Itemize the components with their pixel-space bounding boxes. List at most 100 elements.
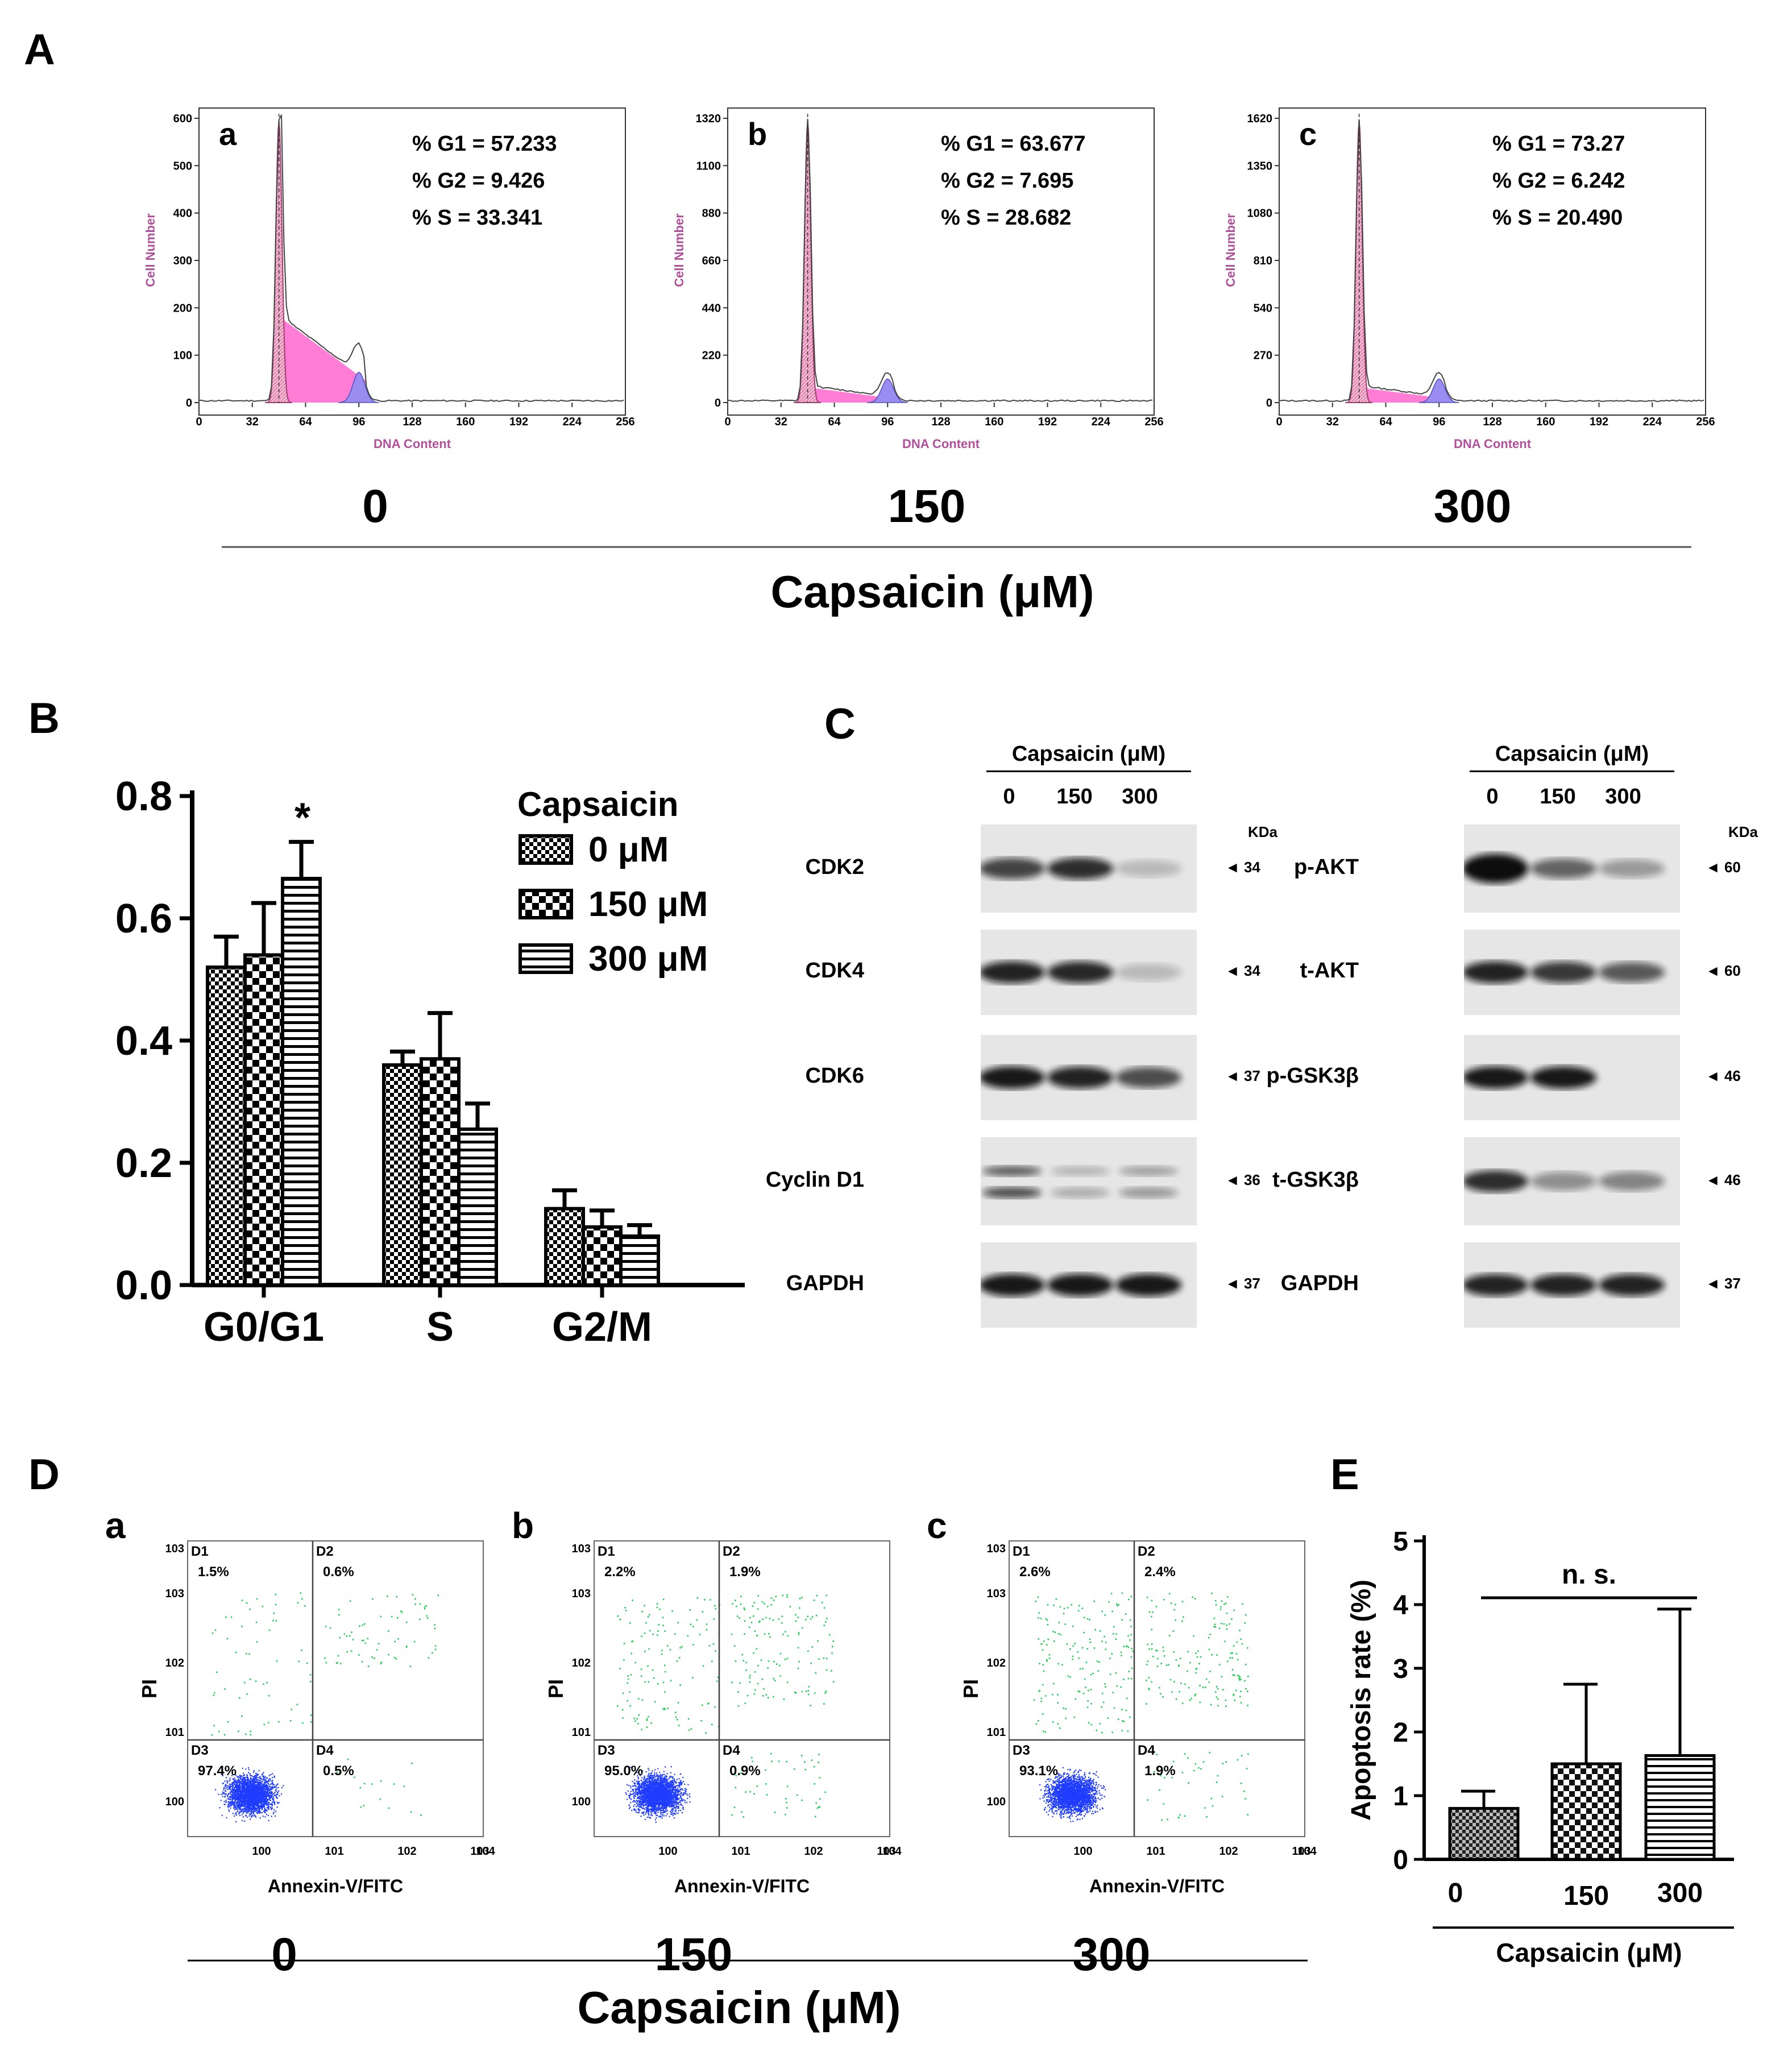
legend-entry: 300 μM (588, 939, 708, 979)
y-tick-label: 0 (1393, 1845, 1408, 1875)
s-phase-area (1359, 387, 1446, 403)
histogram-outline (198, 114, 624, 403)
y-tick-label: 1100 (696, 160, 721, 172)
x-tick-label: 102 (1219, 1845, 1238, 1858)
x-axis-label: Annexin-V/FITC (674, 1876, 810, 1896)
x-tick-label: 300 (1657, 1878, 1703, 1908)
g2-peak (338, 371, 379, 403)
y-tick-label: 101 (165, 1726, 184, 1739)
y-tick-label: 200 (173, 302, 192, 314)
panel-letter-b: B (28, 694, 60, 743)
y-tick-label: 0 (715, 397, 721, 409)
x-tick-label: 224 (1092, 416, 1111, 428)
blot-membrane (981, 824, 1197, 913)
x-tick-label: 64 (1379, 416, 1392, 428)
y-tick-label: 100 (572, 1796, 591, 1808)
bar-G2/M-150 μM (582, 1225, 623, 1287)
histogram-sub-letter: a (219, 116, 237, 152)
y-tick-label: 102 (572, 1657, 591, 1669)
blot-kda-marker: ◄ 36 (1225, 1171, 1260, 1188)
y-tick-label: 0.8 (115, 774, 172, 819)
histogram-outline (727, 119, 1153, 403)
quadrant-percent: 2.4% (1144, 1564, 1176, 1580)
y-tick-label: 880 (702, 208, 721, 220)
histogram-stat: % G2 = 9.426 (412, 169, 545, 193)
panel-e-chart: 0 1 2 3 4 5 Apoptosis rate (%) 0 150 300 n. s. Caps… (1346, 1527, 1734, 1967)
x-tick-label: 256 (616, 416, 634, 428)
y-tick-label: 220 (702, 350, 721, 362)
histogram-dose-label: 0 (362, 480, 388, 532)
blot-protein-label: CDK2 (805, 855, 864, 879)
blot-header-line (986, 770, 1191, 772)
quadrant-name: D3 (191, 1743, 209, 1758)
quadrant-percent: 1.9% (1144, 1763, 1176, 1779)
x-tick-label: 256 (1696, 416, 1715, 428)
y-tick-label: 102 (165, 1657, 184, 1669)
histogram-frame (198, 107, 626, 416)
y-tick-label: 100 (165, 1796, 184, 1808)
x-tick-label: 150 (1563, 1881, 1609, 1911)
x-tick-label: 96 (1433, 416, 1445, 428)
g2-peak (1418, 378, 1459, 403)
quadrant-percent: 2.6% (1019, 1564, 1051, 1580)
bar-S-300 μM (457, 1127, 498, 1287)
scatter-dose-label: 0 (271, 1929, 297, 1980)
histogram-stat: % G2 = 6.242 (1492, 169, 1625, 193)
s-phase-area (807, 387, 894, 403)
blot-protein-label: t-AKT (1300, 959, 1359, 983)
x-tick-label: 100 (1073, 1845, 1092, 1858)
y-tick-label: 2 (1393, 1718, 1408, 1748)
y-tick-label: 100 (987, 1796, 1006, 1808)
quadrant-name: D1 (598, 1544, 615, 1559)
y-tick-label: 3 (1393, 1654, 1408, 1684)
quadrant-percent: 1.9% (729, 1564, 761, 1580)
blot-protein-label: t-GSK3β (1272, 1167, 1359, 1192)
blot-header-line (1470, 770, 1674, 772)
panel-a-histograms: 0 100 200 300 400 500 600 0 32 64 96 128 160 192 224 25… (143, 107, 1715, 617)
blot-membrane (981, 930, 1197, 1015)
y-tick-label: 660 (702, 255, 721, 267)
y-tick-label: 4 (1393, 1590, 1408, 1621)
blot-kda-marker: ◄ 34 (1225, 962, 1260, 979)
blot-kda-marker: ◄ 37 (1225, 1067, 1260, 1084)
legend-title: Capsaicin (517, 785, 678, 823)
blot-protein-label: p-GSK3β (1266, 1064, 1359, 1088)
legend-entry: 0 μM (588, 830, 669, 869)
legend-entry: 150 μM (588, 885, 708, 924)
quadrant-name: D4 (1138, 1743, 1155, 1758)
y-tick-label: 103 (165, 1588, 184, 1600)
histogram-dose-label: 300 (1434, 480, 1512, 532)
x-axis-label: Capsaicin (μM) (1496, 1938, 1682, 1967)
y-tick-label: 1350 (1247, 160, 1273, 172)
y-axis-label: PI (138, 1679, 161, 1698)
scatter-sub-letter: b (512, 1505, 534, 1546)
blot-protein-label: p-AKT (1294, 855, 1359, 879)
blot-membrane (981, 1137, 1197, 1225)
y-tick-label: 300 (173, 255, 192, 267)
quadrant-percent: 0.9% (729, 1763, 761, 1779)
y-axis-label: Apoptosis rate (%) (1346, 1580, 1376, 1821)
x-tick-label: 0 (196, 416, 202, 428)
panel-letter-a: A (24, 26, 55, 74)
blot-protein-label: GAPDH (1280, 1271, 1359, 1295)
x-axis-label: Annexin-V/FITC (1089, 1876, 1225, 1896)
x-tick-label: 224 (563, 416, 582, 428)
y-axis-label: Cell Number (1223, 213, 1238, 287)
quadrant-name: D3 (1013, 1743, 1030, 1758)
x-tick-label: 103 (470, 1845, 489, 1858)
histogram-stat: % G1 = 57.233 (412, 132, 557, 156)
panel-c-blots: Capsaicin (μM) 0 150 300 KDa CDK2 ◄ 34 CDK4 ◄ 34… (766, 742, 1758, 1328)
y-tick-label: 1080 (1247, 208, 1273, 220)
x-tick-label: 104 (1297, 1845, 1317, 1858)
legend-swatch (518, 943, 573, 974)
bar-150 (1550, 1762, 1622, 1861)
x-tick-label: 100 (658, 1845, 677, 1858)
x-axis-label: DNA Content (374, 437, 451, 451)
blot-kda-marker: ◄ 60 (1706, 962, 1741, 979)
blot-kda-marker: ◄ 60 (1706, 858, 1741, 876)
y-tick-label: 102 (987, 1657, 1006, 1669)
quadrant-percent: 0.6% (323, 1564, 354, 1580)
x-tick-label: 128 (1483, 416, 1501, 428)
histogram-c: 0 270 540 810 1080 1350 1620 0 32 64 96 128 160 192 22… (1223, 107, 1715, 532)
blot-kda-marker: ◄ 37 (1225, 1275, 1260, 1292)
